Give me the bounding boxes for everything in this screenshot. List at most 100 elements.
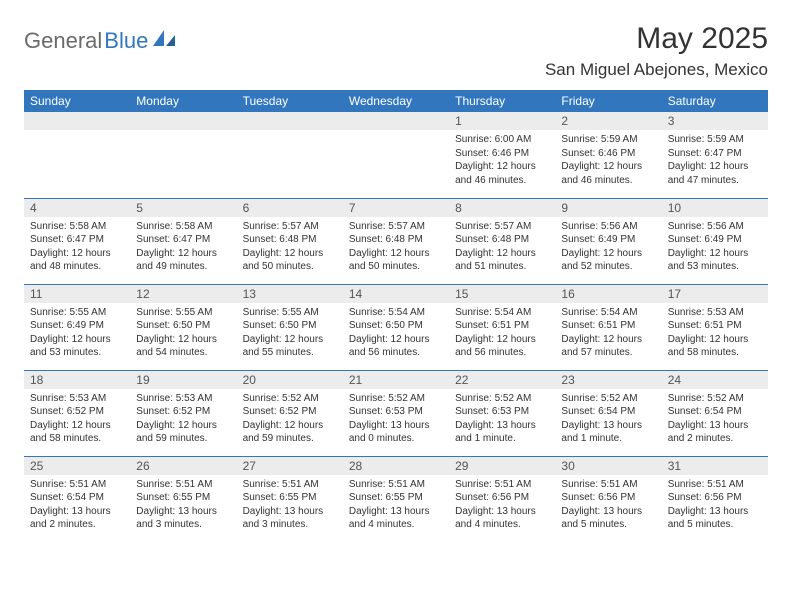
sunrise-text: Sunrise: 5:55 AM [136, 306, 230, 320]
daylight-text: Daylight: 12 hours and 56 minutes. [349, 333, 443, 360]
sunset-text: Sunset: 6:52 PM [136, 405, 230, 419]
daylight-text: Daylight: 12 hours and 56 minutes. [455, 333, 549, 360]
sunset-text: Sunset: 6:53 PM [349, 405, 443, 419]
calendar-cell: 3Sunrise: 5:59 AMSunset: 6:47 PMDaylight… [662, 112, 768, 198]
day-number: 14 [343, 285, 449, 303]
sunset-text: Sunset: 6:50 PM [349, 319, 443, 333]
day-number: 31 [662, 457, 768, 475]
calendar-cell: 7Sunrise: 5:57 AMSunset: 6:48 PMDaylight… [343, 198, 449, 284]
week-row: 25Sunrise: 5:51 AMSunset: 6:54 PMDayligh… [24, 456, 768, 542]
day-content: Sunrise: 5:52 AMSunset: 6:54 PMDaylight:… [555, 389, 661, 450]
sunset-text: Sunset: 6:53 PM [455, 405, 549, 419]
calendar-cell: 21Sunrise: 5:52 AMSunset: 6:53 PMDayligh… [343, 370, 449, 456]
day-number: 10 [662, 199, 768, 217]
daylight-text: Daylight: 12 hours and 49 minutes. [136, 247, 230, 274]
sunrise-text: Sunrise: 6:00 AM [455, 133, 549, 147]
title-block: May 2025 San Miguel Abejones, Mexico [545, 22, 768, 80]
day-content: Sunrise: 5:58 AMSunset: 6:47 PMDaylight:… [130, 217, 236, 278]
day-number: 20 [237, 371, 343, 389]
sunset-text: Sunset: 6:54 PM [561, 405, 655, 419]
sunrise-text: Sunrise: 5:52 AM [243, 392, 337, 406]
calendar-cell: 23Sunrise: 5:52 AMSunset: 6:54 PMDayligh… [555, 370, 661, 456]
empty-day [24, 112, 130, 130]
sunset-text: Sunset: 6:56 PM [561, 491, 655, 505]
day-content: Sunrise: 5:55 AMSunset: 6:50 PMDaylight:… [130, 303, 236, 364]
day-content: Sunrise: 5:57 AMSunset: 6:48 PMDaylight:… [237, 217, 343, 278]
calendar-cell: 28Sunrise: 5:51 AMSunset: 6:55 PMDayligh… [343, 456, 449, 542]
day-content: Sunrise: 5:56 AMSunset: 6:49 PMDaylight:… [555, 217, 661, 278]
daylight-text: Daylight: 13 hours and 2 minutes. [30, 505, 124, 532]
day-number: 30 [555, 457, 661, 475]
day-header-sunday: Sunday [24, 90, 130, 112]
calendar-cell: 1Sunrise: 6:00 AMSunset: 6:46 PMDaylight… [449, 112, 555, 198]
sunrise-text: Sunrise: 5:59 AM [561, 133, 655, 147]
day-content: Sunrise: 5:57 AMSunset: 6:48 PMDaylight:… [343, 217, 449, 278]
sunrise-text: Sunrise: 5:56 AM [668, 220, 762, 234]
calendar-cell [343, 112, 449, 198]
sunset-text: Sunset: 6:55 PM [136, 491, 230, 505]
sunset-text: Sunset: 6:54 PM [668, 405, 762, 419]
sunset-text: Sunset: 6:51 PM [561, 319, 655, 333]
day-number: 24 [662, 371, 768, 389]
day-content: Sunrise: 5:57 AMSunset: 6:48 PMDaylight:… [449, 217, 555, 278]
week-row: 4Sunrise: 5:58 AMSunset: 6:47 PMDaylight… [24, 198, 768, 284]
day-number: 8 [449, 199, 555, 217]
day-content: Sunrise: 5:52 AMSunset: 6:52 PMDaylight:… [237, 389, 343, 450]
sunrise-text: Sunrise: 5:52 AM [349, 392, 443, 406]
calendar-cell: 20Sunrise: 5:52 AMSunset: 6:52 PMDayligh… [237, 370, 343, 456]
sunrise-text: Sunrise: 5:54 AM [561, 306, 655, 320]
sunrise-text: Sunrise: 5:52 AM [561, 392, 655, 406]
sunrise-text: Sunrise: 5:58 AM [30, 220, 124, 234]
sunset-text: Sunset: 6:49 PM [30, 319, 124, 333]
daylight-text: Daylight: 12 hours and 53 minutes. [30, 333, 124, 360]
sunset-text: Sunset: 6:47 PM [668, 147, 762, 161]
sunrise-text: Sunrise: 5:51 AM [561, 478, 655, 492]
day-content: Sunrise: 5:52 AMSunset: 6:53 PMDaylight:… [343, 389, 449, 450]
day-content: Sunrise: 5:51 AMSunset: 6:56 PMDaylight:… [555, 475, 661, 536]
day-number: 28 [343, 457, 449, 475]
day-number: 29 [449, 457, 555, 475]
day-number: 26 [130, 457, 236, 475]
daylight-text: Daylight: 12 hours and 53 minutes. [668, 247, 762, 274]
day-header-monday: Monday [130, 90, 236, 112]
sunset-text: Sunset: 6:52 PM [243, 405, 337, 419]
day-content: Sunrise: 5:56 AMSunset: 6:49 PMDaylight:… [662, 217, 768, 278]
daylight-text: Daylight: 12 hours and 59 minutes. [243, 419, 337, 446]
daylight-text: Daylight: 13 hours and 4 minutes. [349, 505, 443, 532]
day-content: Sunrise: 5:53 AMSunset: 6:51 PMDaylight:… [662, 303, 768, 364]
calendar-cell: 17Sunrise: 5:53 AMSunset: 6:51 PMDayligh… [662, 284, 768, 370]
day-number: 27 [237, 457, 343, 475]
day-content: Sunrise: 5:52 AMSunset: 6:54 PMDaylight:… [662, 389, 768, 450]
day-number: 7 [343, 199, 449, 217]
calendar-cell: 10Sunrise: 5:56 AMSunset: 6:49 PMDayligh… [662, 198, 768, 284]
calendar-cell: 18Sunrise: 5:53 AMSunset: 6:52 PMDayligh… [24, 370, 130, 456]
week-row: 1Sunrise: 6:00 AMSunset: 6:46 PMDaylight… [24, 112, 768, 198]
sunrise-text: Sunrise: 5:53 AM [30, 392, 124, 406]
calendar-cell: 29Sunrise: 5:51 AMSunset: 6:56 PMDayligh… [449, 456, 555, 542]
day-content: Sunrise: 5:51 AMSunset: 6:54 PMDaylight:… [24, 475, 130, 536]
calendar-cell: 14Sunrise: 5:54 AMSunset: 6:50 PMDayligh… [343, 284, 449, 370]
daylight-text: Daylight: 12 hours and 58 minutes. [30, 419, 124, 446]
day-number: 12 [130, 285, 236, 303]
day-number: 19 [130, 371, 236, 389]
day-content: Sunrise: 5:59 AMSunset: 6:46 PMDaylight:… [555, 130, 661, 191]
daylight-text: Daylight: 12 hours and 46 minutes. [561, 160, 655, 187]
sunrise-text: Sunrise: 5:58 AM [136, 220, 230, 234]
page-header: GeneralBlue May 2025 San Miguel Abejones… [24, 22, 768, 80]
calendar-cell: 4Sunrise: 5:58 AMSunset: 6:47 PMDaylight… [24, 198, 130, 284]
day-content: Sunrise: 5:58 AMSunset: 6:47 PMDaylight:… [24, 217, 130, 278]
sunrise-text: Sunrise: 5:53 AM [136, 392, 230, 406]
daylight-text: Daylight: 12 hours and 59 minutes. [136, 419, 230, 446]
sunset-text: Sunset: 6:49 PM [668, 233, 762, 247]
sunset-text: Sunset: 6:49 PM [561, 233, 655, 247]
week-row: 18Sunrise: 5:53 AMSunset: 6:52 PMDayligh… [24, 370, 768, 456]
sunrise-text: Sunrise: 5:54 AM [455, 306, 549, 320]
day-content: Sunrise: 6:00 AMSunset: 6:46 PMDaylight:… [449, 130, 555, 191]
sunset-text: Sunset: 6:47 PM [30, 233, 124, 247]
daylight-text: Daylight: 13 hours and 5 minutes. [561, 505, 655, 532]
daylight-text: Daylight: 13 hours and 5 minutes. [668, 505, 762, 532]
sunrise-text: Sunrise: 5:56 AM [561, 220, 655, 234]
calendar-cell: 9Sunrise: 5:56 AMSunset: 6:49 PMDaylight… [555, 198, 661, 284]
day-number: 6 [237, 199, 343, 217]
daylight-text: Daylight: 13 hours and 3 minutes. [243, 505, 337, 532]
